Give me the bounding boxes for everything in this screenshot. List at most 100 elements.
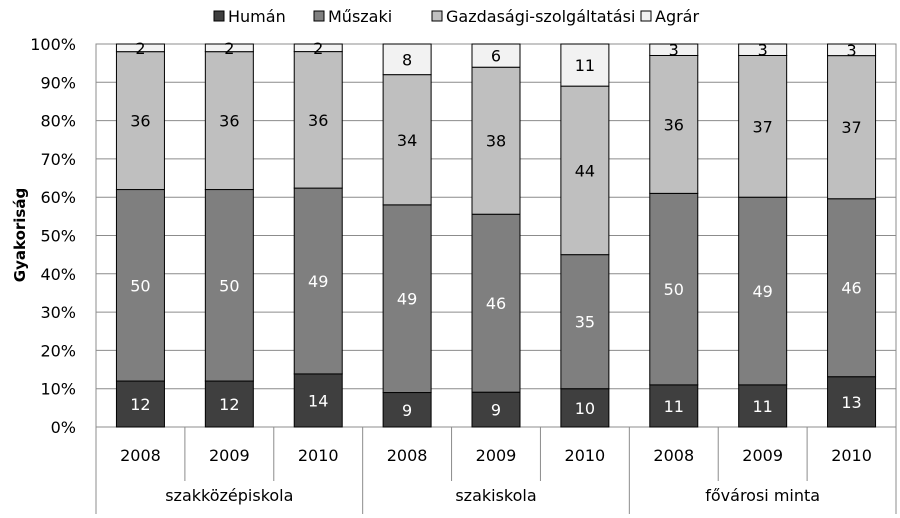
y-tick-label: 100% [30, 35, 76, 54]
data-label: 34 [397, 131, 417, 150]
data-label: 10 [575, 399, 595, 418]
y-tick-label: 70% [40, 150, 76, 169]
bar-segment [738, 54, 788, 198]
data-label: 12 [219, 395, 239, 414]
data-label: 36 [130, 112, 150, 131]
data-label: 36 [664, 115, 684, 134]
data-label: 38 [486, 132, 506, 151]
y-axis-label: Gyakoriság [11, 188, 29, 282]
x-tick-label: 2010 [298, 446, 339, 465]
bar-segment [115, 51, 165, 191]
bar-segment [293, 187, 343, 375]
x-group-label: fővárosi minta [705, 486, 820, 505]
x-group-label: szakközépiskola [165, 486, 293, 505]
data-label: 46 [486, 294, 506, 313]
data-label: 9 [491, 401, 501, 420]
bar-segment [471, 213, 521, 393]
data-label: 49 [308, 272, 328, 291]
data-label: 50 [130, 276, 150, 295]
x-axis: 2008 2009 2010 2008 2009 2010 2008 2009 2010 szak… [95, 427, 897, 514]
bar-segment [649, 43, 699, 56]
data-label: 3 [846, 41, 856, 60]
bar-segment [115, 380, 165, 428]
x-tick-label: 2009 [476, 446, 517, 465]
data-label: 2 [135, 39, 145, 58]
data-label: 6 [491, 47, 501, 66]
bar-segment [649, 192, 699, 386]
bar-segment [293, 43, 343, 53]
legend-label: Műszaki [328, 7, 392, 26]
bar-segment [560, 43, 610, 87]
legend: Humán Műszaki Gazdasági-szolgáltatási Agrár [213, 7, 699, 26]
data-label: 44 [575, 161, 595, 180]
legend-swatch [640, 10, 652, 22]
data-label: 36 [308, 111, 328, 130]
bar-segment [471, 43, 521, 68]
data-label: 35 [575, 313, 595, 332]
bar-segment [560, 254, 610, 390]
data-label: 50 [664, 280, 684, 299]
bar-segment [827, 376, 877, 428]
data-label: 46 [841, 279, 861, 298]
legend-swatch [431, 10, 443, 22]
bar-segment [293, 373, 343, 428]
data-label: 13 [841, 393, 861, 412]
data-label: 11 [752, 397, 772, 416]
bar-segment [382, 43, 432, 76]
y-axis: 0% 10% 20% 30% 40% 50% 60% 70% 80% 90% 100% [30, 35, 76, 437]
bar-segment [827, 55, 877, 200]
data-label: 36 [219, 112, 239, 131]
legend-label: Gazdasági-szolgáltatási [446, 7, 635, 26]
y-tick-label: 60% [40, 188, 76, 207]
bar-segment [382, 204, 432, 394]
legend-label: Humán [228, 7, 286, 26]
y-tick-label: 20% [40, 341, 76, 360]
y-tick-label: 10% [40, 380, 76, 399]
bar-segment [204, 51, 254, 191]
bar-segment [204, 189, 254, 382]
data-label: 37 [841, 118, 861, 137]
bar-segment [115, 189, 165, 382]
x-tick-label: 2009 [209, 446, 250, 465]
data-label: 11 [575, 56, 595, 75]
x-tick-label: 2008 [120, 446, 161, 465]
x-tick-label: 2010 [831, 446, 872, 465]
bars: 12 50 36 2 12 50 36 2 14 49 36 2 9 49 34 8 9 46 38 6 10 35 44 1… [115, 39, 877, 428]
bar-segment [827, 198, 877, 378]
legend-swatch [213, 10, 225, 22]
data-label: 3 [669, 41, 679, 60]
y-tick-label: 30% [40, 303, 76, 322]
bar-segment [738, 43, 788, 56]
bar-segment [560, 85, 610, 256]
data-label: 49 [397, 290, 417, 309]
data-label: 2 [224, 39, 234, 58]
data-label: 12 [130, 395, 150, 414]
x-tick-label: 2008 [387, 446, 428, 465]
data-label: 11 [664, 397, 684, 416]
legend-swatch [313, 10, 325, 22]
x-tick-label: 2010 [565, 446, 606, 465]
bar-segment [738, 196, 788, 386]
x-tick-label: 2008 [653, 446, 694, 465]
x-tick-label: 2009 [742, 446, 783, 465]
data-label: 3 [758, 41, 768, 60]
y-tick-label: 40% [40, 265, 76, 284]
y-tick-label: 90% [40, 73, 76, 92]
bar-segment [115, 43, 165, 53]
data-label: 8 [402, 50, 412, 69]
y-tick-label: 80% [40, 112, 76, 131]
bar-segment [204, 380, 254, 428]
data-label: 9 [402, 401, 412, 420]
x-group-label: szakiskola [455, 486, 536, 505]
bar-segment [382, 74, 432, 206]
data-label: 49 [752, 282, 772, 301]
data-label: 14 [308, 391, 328, 410]
data-label: 37 [752, 117, 772, 136]
bar-segment [471, 391, 521, 428]
y-tick-label: 0% [51, 418, 76, 437]
bar-segment [471, 66, 521, 215]
data-label: 2 [313, 39, 323, 58]
bar-segment [827, 43, 877, 57]
legend-label: Agrár [655, 7, 699, 26]
